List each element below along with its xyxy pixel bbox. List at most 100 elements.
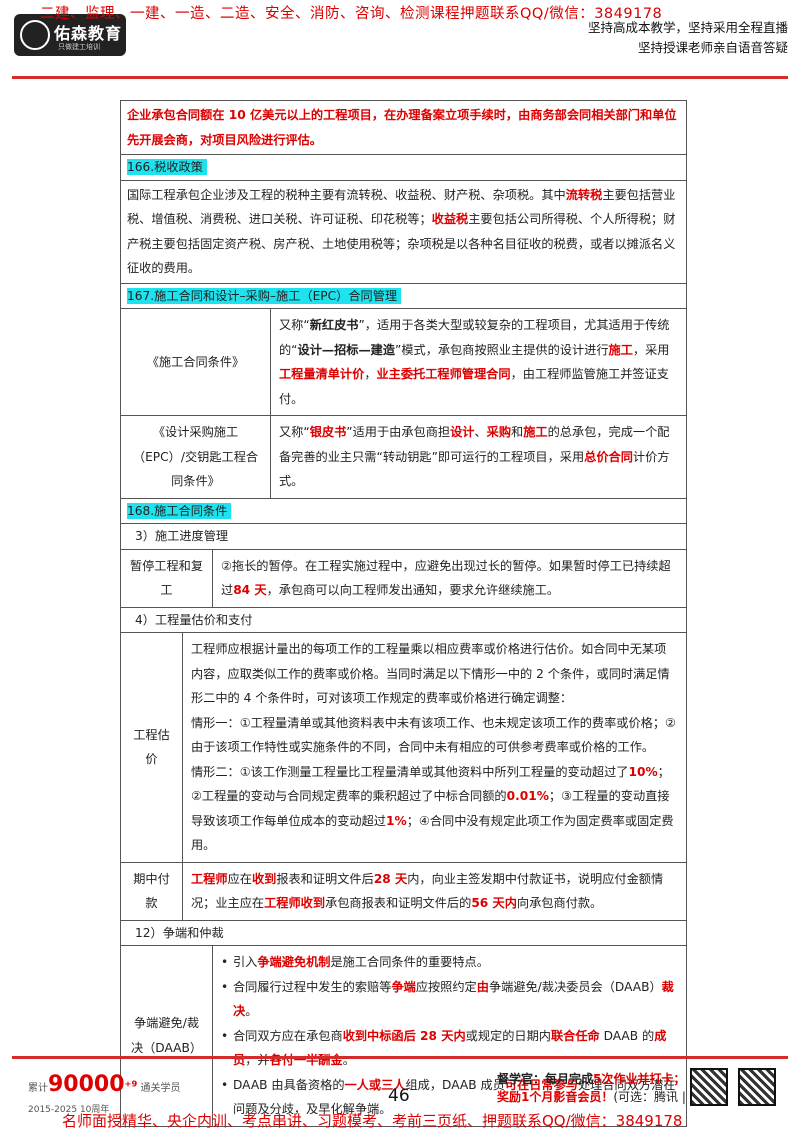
row-sub: 4）工程量估价和支付 [121,608,686,633]
text-run: 一人或三人 [344,1077,406,1092]
bullet: • [221,1077,229,1092]
text-run: 主要包括营业税、增值税、消费税、进口关税、许可证税、印花税等； [127,187,676,227]
text-run: 和 [511,425,524,439]
row-pair: 《施工合同条件》 又称“新红皮书”，适用于各类大型或较复杂的工程项目，尤其适用于传… [121,309,686,416]
text-run: 56 天内 [471,896,517,910]
text-run: 总价合同 [584,449,633,464]
row-pair: 暂停工程和复工 ②拖长的暂停。在工程实施过程中，应避免出现过长的暂停。如果暂时停工… [121,549,686,608]
paragraph: 又称“新红皮书”，适用于各类大型或较复杂的工程项目，尤其适用于传统的“设计—招标… [279,313,678,411]
row-body: ②拖长的暂停。在工程实施过程中，应避免出现过长的暂停。如果暂时停工已持续超过84… [213,550,686,607]
text-run: 收益税 [431,212,469,226]
bullet-text: 合同双方应在承包商收到中标函后 28 天内或规定的日期内联合任命 DAAB 的成… [233,1024,678,1073]
paragraph: ②拖长的暂停。在工程实施过程中，应避免出现过长的暂停。如果暂时停工已持续超过84… [221,554,678,603]
row-para: 国际工程承包企业涉及工程的税种主要有流转税、收益税、财产税、杂项税。其中流转税主… [121,181,686,284]
paragraph: 情形二：①该工作测量工程量比工程量清单或其他资料中所列工程量的变动超过了10%；… [191,760,678,858]
row-sub: 12）争端和仲裁 [121,921,686,946]
text-run: 争端避免机制 [257,955,331,969]
qr-code [690,1068,728,1106]
subsection-title: 12）争端和仲裁 [135,925,224,940]
total: 90000 [48,1072,125,1097]
text-run: 承包商报表和证明文件后的 [325,896,472,910]
footer-years: 2015-2025 10周年 [28,1102,109,1115]
text-run: 计价方式。 [279,449,670,489]
row-note: 企业承包合同额在 10 亿美元以上的工程项目，在办理备案立项手续时，由商务部会同… [121,101,686,155]
text-run: 银皮书 [309,425,347,439]
text: 督学官：每月完成 [497,1072,594,1086]
bullet-text: 合同履行过程中发生的索赔等争端应按照约定由争端避免/裁决委员会（DAAB）裁决。 [233,975,678,1024]
text-run: 情形二：①该工作测量工程量比工程量清单或其他资料中所列工程量的变动超过了 [191,764,629,779]
text-run: 工程师应根据计量出的每项工作的工程量乘以相应费率或价格进行估价。如合同中无某项内… [191,642,670,705]
text-run: ；②工程量的变动与合同规定费率的乘积超过了中标合同额的 [191,764,670,804]
text-run: 施工 [523,425,548,439]
bullet-item: • DAAB 由具备资格的一人或三人组成，DAAB 成员可在日常参与处理合同双方潜… [221,1073,678,1122]
text-run: ；④合同中没有规定此项工作为固定费率或固定费用。 [191,813,674,853]
logo-sub: 只做建工培训 [58,43,100,51]
footer-stats: 累计90000+9 通关学员 [28,1072,181,1097]
row-bullets: 争端避免/裁决（DAAB） • 引入争端避免机制是施工合同条件的重要特点。 • 合同履行… [121,946,686,1127]
qr-code [738,1068,776,1106]
row-body: 工程师应在收到报表和证明文件后28 天内，向业主签发期中付款证书，说明应付金额情… [183,863,686,920]
text-run: ②拖长的暂停。在工程实施过程中，应避免出现过长的暂停。如果暂时停工已持续超过 [221,558,671,598]
logo-text: 佑森教育 [54,24,123,43]
row-label: 《施工合同条件》 [121,309,271,415]
row-section: 167.施工合同和设计–采购–施工（EPC）合同管理 [121,284,686,309]
text-run: 裁决 [233,979,674,1019]
text-run: 争端 [391,979,416,994]
text-run: 企业承包合同额在 10 亿美元以上的工程项目，在办理备案立项手续时，由商务部会同… [127,108,677,147]
text-run: 合同双方应在承包商 [233,1028,343,1043]
text-run: 又称“ [279,425,310,439]
bullet-text: 引入争端避免机制是施工合同条件的重要特点。 [233,950,489,975]
text-run: ”适用于由承包商担 [346,425,451,439]
bullet-item: • 合同双方应在承包商收到中标函后 28 天内或规定的日期内联合任命 DAAB 的… [221,1024,678,1073]
row-label: 暂停工程和复工 [121,549,213,607]
text-run: 争端避免/裁决委员会（DAAB） [488,979,662,994]
text-run: 28 天 [373,871,408,886]
text-run: 主要包括公司所得税、个人所得税；财产税主要包括固定资产税、房产税、土地使用税等；… [127,212,676,275]
text-run: 流转税 [565,187,603,202]
text-run: 、 [474,425,487,439]
text-run: 应按照约定 [415,979,477,994]
paragraph: 工程师应在收到报表和证明文件后28 天内，向业主签发期中付款证书，说明应付金额情… [191,867,678,916]
anniversary: 10周年 [79,1105,110,1115]
text-run: 84 天 [233,583,267,597]
bullet: • [221,979,229,994]
text-run: 应在 [227,871,252,886]
slogan: 坚持授课老师亲自语音答疑 [637,40,788,55]
text-run: ，由工程师监管施工并签证支付。 [279,367,669,406]
section-title: 167.施工合同和设计–采购–施工（EPC）合同管理 [127,287,402,304]
text-run: 施工 [608,342,633,357]
text-run: 又称“ [279,318,310,332]
row-body: • 引入争端避免机制是施工合同条件的重要特点。 • 合同履行过程中发生的索赔等争端应按… [213,946,686,1126]
row-pair: 期中付款 工程师应在收到报表和证明文件后28 天内，向业主签发期中付款证书，说明应… [121,862,686,921]
text-run: 工程师收到 [264,896,326,910]
text-run: 业主委托工程师管理合同 [376,367,511,381]
text-run: 处理合同双方潜在问题及分歧，及早化解争端。 [233,1077,676,1117]
row-section: 166.税收政策 [121,155,686,181]
total-sup: +9 [124,1078,138,1089]
subsection-title: 4）工程量估价和支付 [135,612,253,627]
text-run: DAAB 的 [599,1028,655,1043]
text-run: 国际工程承包企业涉及工程的税种主要有流转税、收益税、财产税、杂项税。其中 [127,187,566,202]
text-run: 收到 [251,871,277,886]
bullet-item: • 合同履行过程中发生的索赔等争端应按照约定由争端避免/裁决委员会（DAAB）裁决… [221,975,678,1024]
text-run: 工程量清单计价 [279,367,365,381]
slogan: 坚持高成本教学，坚持采用全程直播 [587,20,788,35]
row-body: 工程师应根据计量出的每项工作的工程量乘以相应费率或价格进行估价。如合同中无某项内… [183,633,686,862]
text-run: 是施工合同条件的重要特点。 [330,955,489,969]
bullet: • [221,1028,229,1043]
label: 通关学员 [140,1083,181,1094]
row-pair: 《设计采购施工（EPC）/交钥匙工程合同条件》 又称“银皮书”适用于由承包商担设计… [121,416,686,499]
text-run: 报表和证明文件后 [276,871,374,886]
bullet-text: DAAB 由具备资格的一人或三人组成，DAAB 成员可在日常参与处理合同双方潜在… [233,1073,678,1122]
paragraph: 又称“银皮书”适用于由承包商担设计、采购和施工的总承包，完成一个配备完善的业主只… [279,420,678,494]
text-run: 情形一：①工程量清单或其他资料表中未有该项工作、也未规定该项工作的费率或价格；②… [191,715,676,755]
bullet-item: • 引入争端避免机制是施工合同条件的重要特点。 [221,950,678,975]
text-run: ， [364,367,377,381]
text: (可选：腾讯 | [613,1090,686,1104]
text-run: 0.01% [506,789,549,803]
text-run: 的总承包，完成一个配备完善的业主只需“转动钥匙”即可运行的工程项目，采用 [279,425,670,464]
section-title: 168.施工合同条件 [127,502,232,519]
text-run: 采购 [486,425,512,439]
text-run: 设计 [450,425,475,439]
text-run: ”模式，承包商按照业主提供的设计进行 [395,342,609,357]
